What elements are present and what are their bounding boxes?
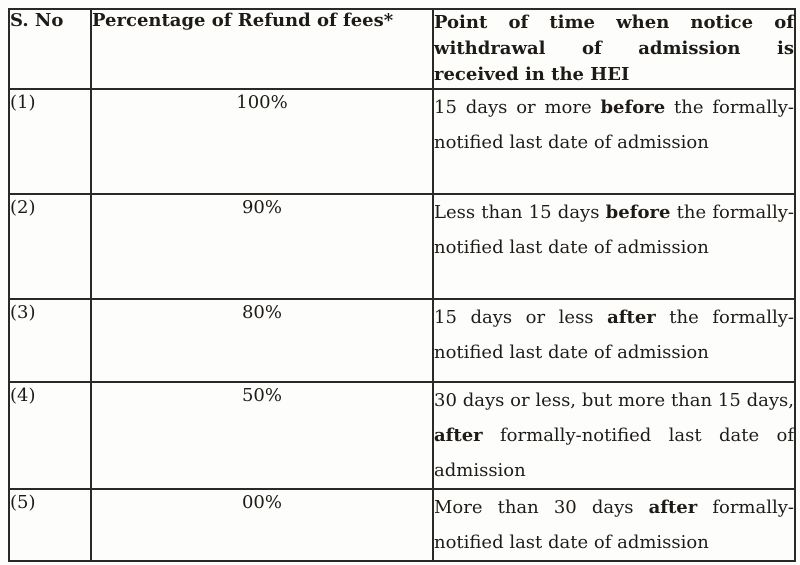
table-header: S. No Percentage of Refund of fees* Poin…: [8, 8, 796, 90]
table-row: (2) 90% Less than 15 days before the forma…: [8, 193, 796, 300]
emphasis-text: before: [600, 97, 666, 118]
cell-refund-percentage: 90%: [90, 193, 434, 300]
table-body: (1) 100% 15 days or more before the formal…: [8, 88, 796, 562]
header-refund-percentage: Percentage of Refund of fees*: [90, 8, 434, 90]
table-row: (4) 50% 30 days or less, but more than 15 …: [8, 381, 796, 490]
header-row: S. No Percentage of Refund of fees* Poin…: [8, 8, 796, 90]
refund-table: S. No Percentage of Refund of fees* Poin…: [8, 8, 796, 562]
cell-serial-number: (3): [8, 298, 92, 383]
emphasis-text: after: [607, 307, 656, 328]
table-row: (1) 100% 15 days or more before the formal…: [8, 88, 796, 195]
cell-point-of-time: Less than 15 days before the formally-no…: [432, 193, 796, 300]
cell-refund-percentage: 50%: [90, 381, 434, 490]
cell-refund-percentage: 00%: [90, 488, 434, 562]
cell-serial-number: (5): [8, 488, 92, 562]
cell-point-of-time: More than 30 days after formally-notifie…: [432, 488, 796, 562]
emphasis-text: after: [648, 497, 698, 518]
cell-point-of-time: 15 days or more before the formally-noti…: [432, 88, 796, 195]
cell-serial-number: (4): [8, 381, 92, 490]
emphasis-text: before: [605, 202, 671, 223]
cell-serial-number: (1): [8, 88, 92, 195]
cell-point-of-time: 15 days or less after the formally-notif…: [432, 298, 796, 383]
emphasis-text: after: [434, 425, 483, 446]
header-serial-number: S. No: [8, 8, 92, 90]
cell-serial-number: (2): [8, 193, 92, 300]
table-row: (3) 80% 15 days or less after the formally…: [8, 298, 796, 383]
cell-refund-percentage: 80%: [90, 298, 434, 383]
cell-point-of-time: 30 days or less, but more than 15 days, …: [432, 381, 796, 490]
table-row: (5) 00% More than 30 days after formally-n…: [8, 488, 796, 562]
header-point-of-time: Point of time when notice of withdrawal …: [432, 8, 796, 90]
cell-refund-percentage: 100%: [90, 88, 434, 195]
